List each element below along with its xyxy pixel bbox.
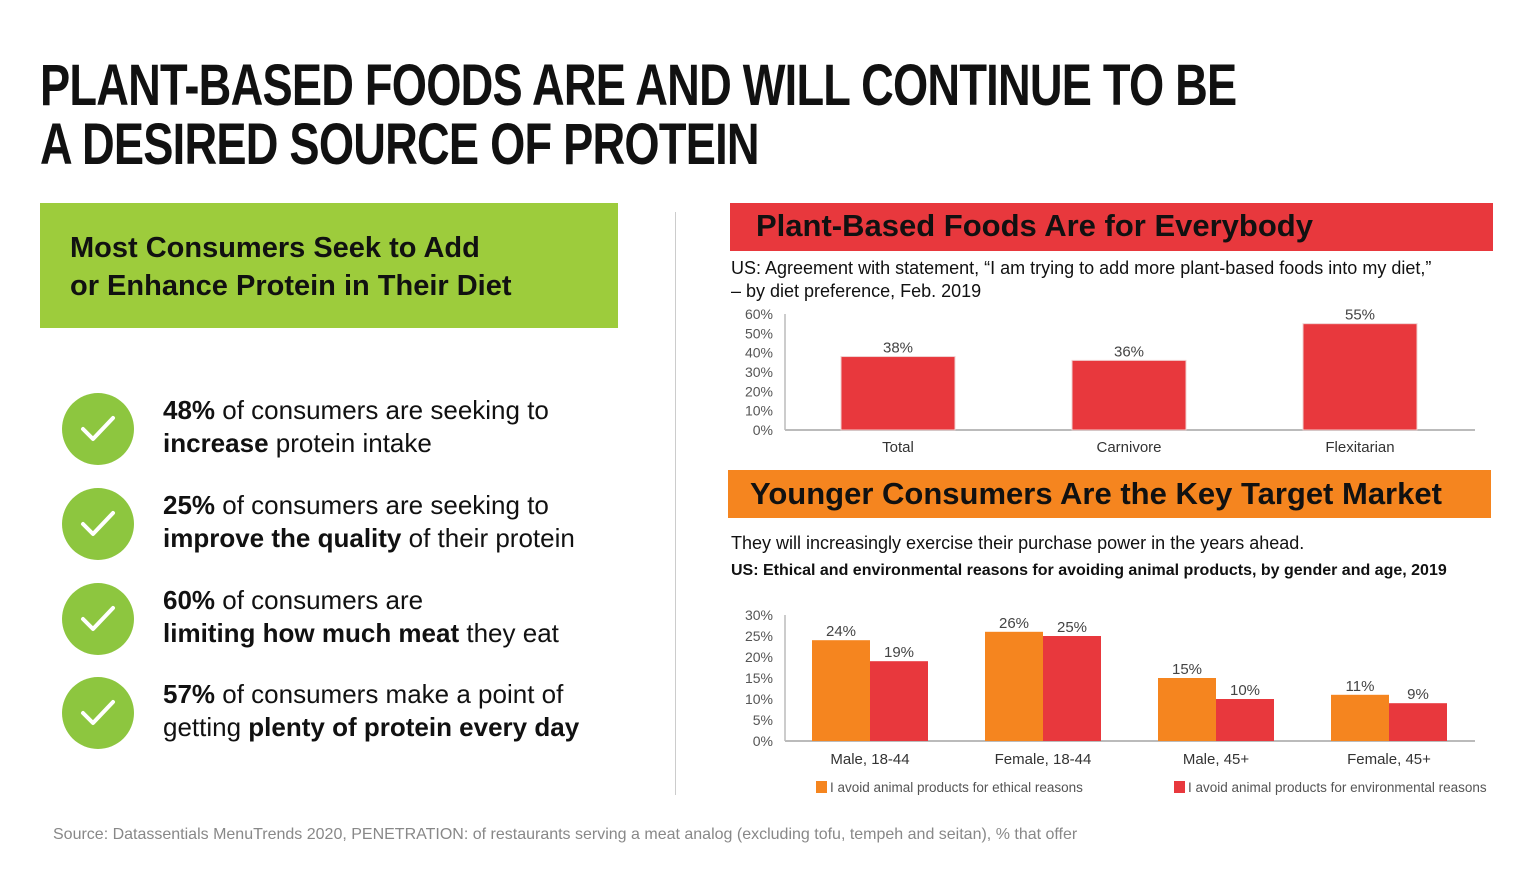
page-title-line2: A DESIRED SOURCE OF PROTEIN xyxy=(40,112,760,177)
chart1-subtitle: US: Agreement with statement, “I am tryi… xyxy=(731,257,1431,303)
check-icon xyxy=(62,583,134,655)
data-label: 15% xyxy=(1172,661,1202,678)
stat-text-suffix: of their protein xyxy=(401,523,575,553)
y-tick-label: 25% xyxy=(745,628,773,644)
stat-text: of consumers are seeking to xyxy=(215,395,549,425)
data-label: 19% xyxy=(884,644,914,661)
stat-percent: 48% xyxy=(163,395,216,425)
left-header: Most Consumers Seek to Add or Enhance Pr… xyxy=(40,203,618,328)
chart1-subtitle-line1: US: Agreement with statement, “I am tryi… xyxy=(731,258,1432,278)
bar xyxy=(1331,694,1389,741)
chart1-subtitle-line2: – by diet preference, Feb. 2019 xyxy=(731,281,982,301)
data-label: 55% xyxy=(1345,307,1375,324)
stat-item: 60% of consumers are limiting how much me… xyxy=(163,584,633,650)
page-title-line1: PLANT-BASED FOODS ARE AND WILL CONTINUE … xyxy=(40,53,1237,118)
bar xyxy=(870,661,928,741)
bar xyxy=(1216,699,1274,741)
divider xyxy=(675,212,676,795)
y-tick-label: 30% xyxy=(745,607,773,623)
y-tick-label: 20% xyxy=(745,649,773,665)
stat-item: 57% of consumers make a point of getting … xyxy=(163,678,633,744)
stat-percent: 60% xyxy=(163,585,216,615)
stat-percent: 25% xyxy=(163,490,216,520)
data-label: 36% xyxy=(1114,343,1144,360)
x-tick-label: Female, 45+ xyxy=(1347,751,1431,768)
x-tick-label: Male, 18-44 xyxy=(830,751,909,768)
legend-label: I avoid animal products for ethical reas… xyxy=(830,780,1083,795)
y-tick-label: 10% xyxy=(745,691,773,707)
x-tick-label: Flexitarian xyxy=(1325,439,1394,456)
x-tick-label: Female, 18-44 xyxy=(995,751,1092,768)
check-icon xyxy=(62,677,134,749)
y-tick-label: 60% xyxy=(745,306,773,322)
x-tick-label: Carnivore xyxy=(1096,439,1161,456)
data-label: 24% xyxy=(826,623,856,640)
source-note: Source: Datassentials MenuTrends 2020, P… xyxy=(53,826,1078,843)
stat-item: 25% of consumers are seeking to improve t… xyxy=(163,489,633,555)
y-tick-label: 40% xyxy=(745,345,773,361)
data-label: 10% xyxy=(1230,682,1260,699)
check-icon xyxy=(62,488,134,560)
stat-text-suffix: protein intake xyxy=(268,428,432,458)
y-tick-label: 30% xyxy=(745,364,773,380)
bar xyxy=(840,356,956,431)
y-tick-label: 5% xyxy=(753,712,773,728)
data-label: 38% xyxy=(883,340,913,357)
bar xyxy=(1043,636,1101,741)
data-label: 11% xyxy=(1346,678,1375,695)
stat-item: 48% of consumers are seeking to increase … xyxy=(163,394,633,460)
chart2-caption: US: Ethical and environmental reasons fo… xyxy=(731,562,1447,579)
chart1-header: Plant-Based Foods Are for Everybody xyxy=(730,203,1493,251)
stat-emphasis: increase xyxy=(163,428,269,458)
stat-text-suffix: they eat xyxy=(459,618,559,648)
bar xyxy=(1302,323,1418,431)
x-tick-label: Total xyxy=(882,439,914,456)
bar xyxy=(812,640,870,741)
chart2-header: Younger Consumers Are the Key Target Mar… xyxy=(728,470,1491,518)
stat-emphasis: improve the quality xyxy=(163,523,402,553)
chart2-subtitle: They will increasingly exercise their pu… xyxy=(731,533,1305,553)
stat-text: of consumers are seeking to xyxy=(215,490,549,520)
bar xyxy=(1158,678,1216,741)
y-tick-label: 0% xyxy=(753,422,773,438)
stat-text: of consumers make a point of xyxy=(215,679,564,709)
bar xyxy=(1071,359,1187,431)
y-tick-label: 20% xyxy=(745,383,773,399)
stat-percent: 57% xyxy=(163,679,216,709)
stat-emphasis: plenty of protein every day xyxy=(248,712,580,742)
legend-swatch xyxy=(816,781,827,793)
stat-text-prefix: getting xyxy=(163,712,249,742)
data-label: 25% xyxy=(1057,619,1087,636)
check-icon xyxy=(62,393,134,465)
x-tick-label: Male, 45+ xyxy=(1183,751,1250,768)
legend-label: I avoid animal products for environmenta… xyxy=(1188,780,1487,795)
stat-emphasis: limiting how much meat xyxy=(163,618,460,648)
legend-swatch xyxy=(1174,781,1185,793)
y-tick-label: 50% xyxy=(745,325,773,341)
left-header-line2: or Enhance Protein in Their Diet xyxy=(70,270,512,302)
stat-text: of consumers are xyxy=(215,585,424,615)
y-tick-label: 15% xyxy=(745,670,773,686)
left-header-line1: Most Consumers Seek to Add xyxy=(70,232,480,264)
y-tick-label: 0% xyxy=(753,733,773,749)
data-label: 26% xyxy=(999,615,1029,632)
bar xyxy=(985,631,1043,741)
data-label: 9% xyxy=(1407,686,1429,703)
bar xyxy=(1389,703,1447,741)
y-tick-label: 10% xyxy=(745,403,773,419)
